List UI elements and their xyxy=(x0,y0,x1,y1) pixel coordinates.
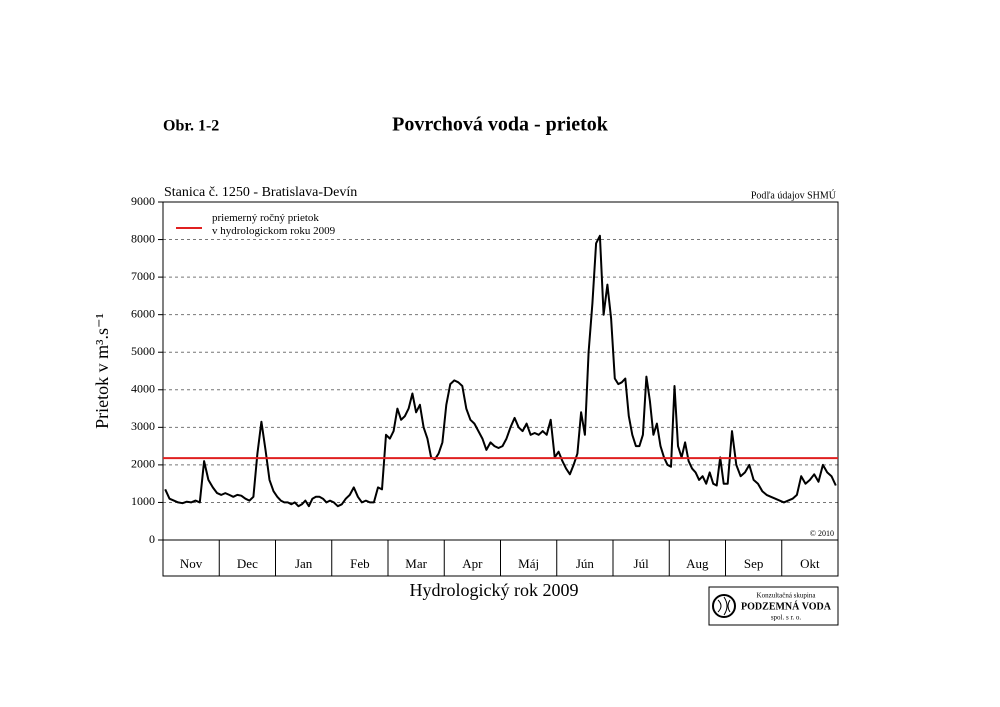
x-tick-label: Sep xyxy=(744,556,764,571)
y-tick-label: 3000 xyxy=(131,419,155,433)
y-tick-label: 6000 xyxy=(131,306,155,320)
logo-icon xyxy=(712,594,736,618)
plot-frame xyxy=(162,201,839,541)
x-tick-label: Nov xyxy=(180,556,203,571)
x-tick-label: Aug xyxy=(686,556,709,571)
y-tick-label: 9000 xyxy=(131,194,155,208)
x-tick-label: Okt xyxy=(800,556,820,571)
logo-text: PODZEMNÁ VODA xyxy=(741,600,832,612)
logo-text: Konzultačná skupina xyxy=(757,592,817,600)
logo-icon xyxy=(717,596,731,616)
legend-label: priemerný ročný prietok v hydrologickom … xyxy=(212,212,336,237)
y-tick-label: 8000 xyxy=(131,231,155,245)
x-tick-label: Jan xyxy=(295,556,313,571)
y-tick-label: 7000 xyxy=(131,269,155,283)
y-axis-label: Prietok v m³.s⁻¹ xyxy=(92,313,112,429)
y-tick-label: 1000 xyxy=(131,494,155,508)
x-axis-label: Hydrologický rok 2009 xyxy=(410,580,579,600)
data-line xyxy=(164,234,837,508)
x-tick-label: Feb xyxy=(350,556,370,571)
legend: priemerný ročný prietok v hydrologickom … xyxy=(212,212,336,237)
y-tick-label: 2000 xyxy=(131,457,155,471)
figure-label: Obr. 1-2 xyxy=(163,118,219,135)
x-tick-label: Júl xyxy=(634,556,650,571)
x-tick-label: Jún xyxy=(576,556,595,571)
x-tick-label: Apr xyxy=(462,556,483,571)
logo-text: spol. s r. o. xyxy=(771,614,802,622)
x-tick-label: Dec xyxy=(237,556,258,571)
y-tick-label: 0 xyxy=(149,532,155,546)
x-tick-label: Mar xyxy=(405,556,427,571)
copyright: © 2010 xyxy=(810,529,834,538)
source: Podľa údajov SHMÚ xyxy=(751,189,837,201)
subtitle: Stanica č. 1250 - Bratislava-Devín xyxy=(164,185,357,200)
y-tick-label: 4000 xyxy=(131,382,155,396)
chart-title: Povrchová voda - prietok xyxy=(392,114,609,136)
y-tick-label: 5000 xyxy=(131,344,155,358)
x-axis-frame xyxy=(162,539,839,577)
x-tick-label: Máj xyxy=(518,556,539,571)
logo-box xyxy=(708,586,839,626)
